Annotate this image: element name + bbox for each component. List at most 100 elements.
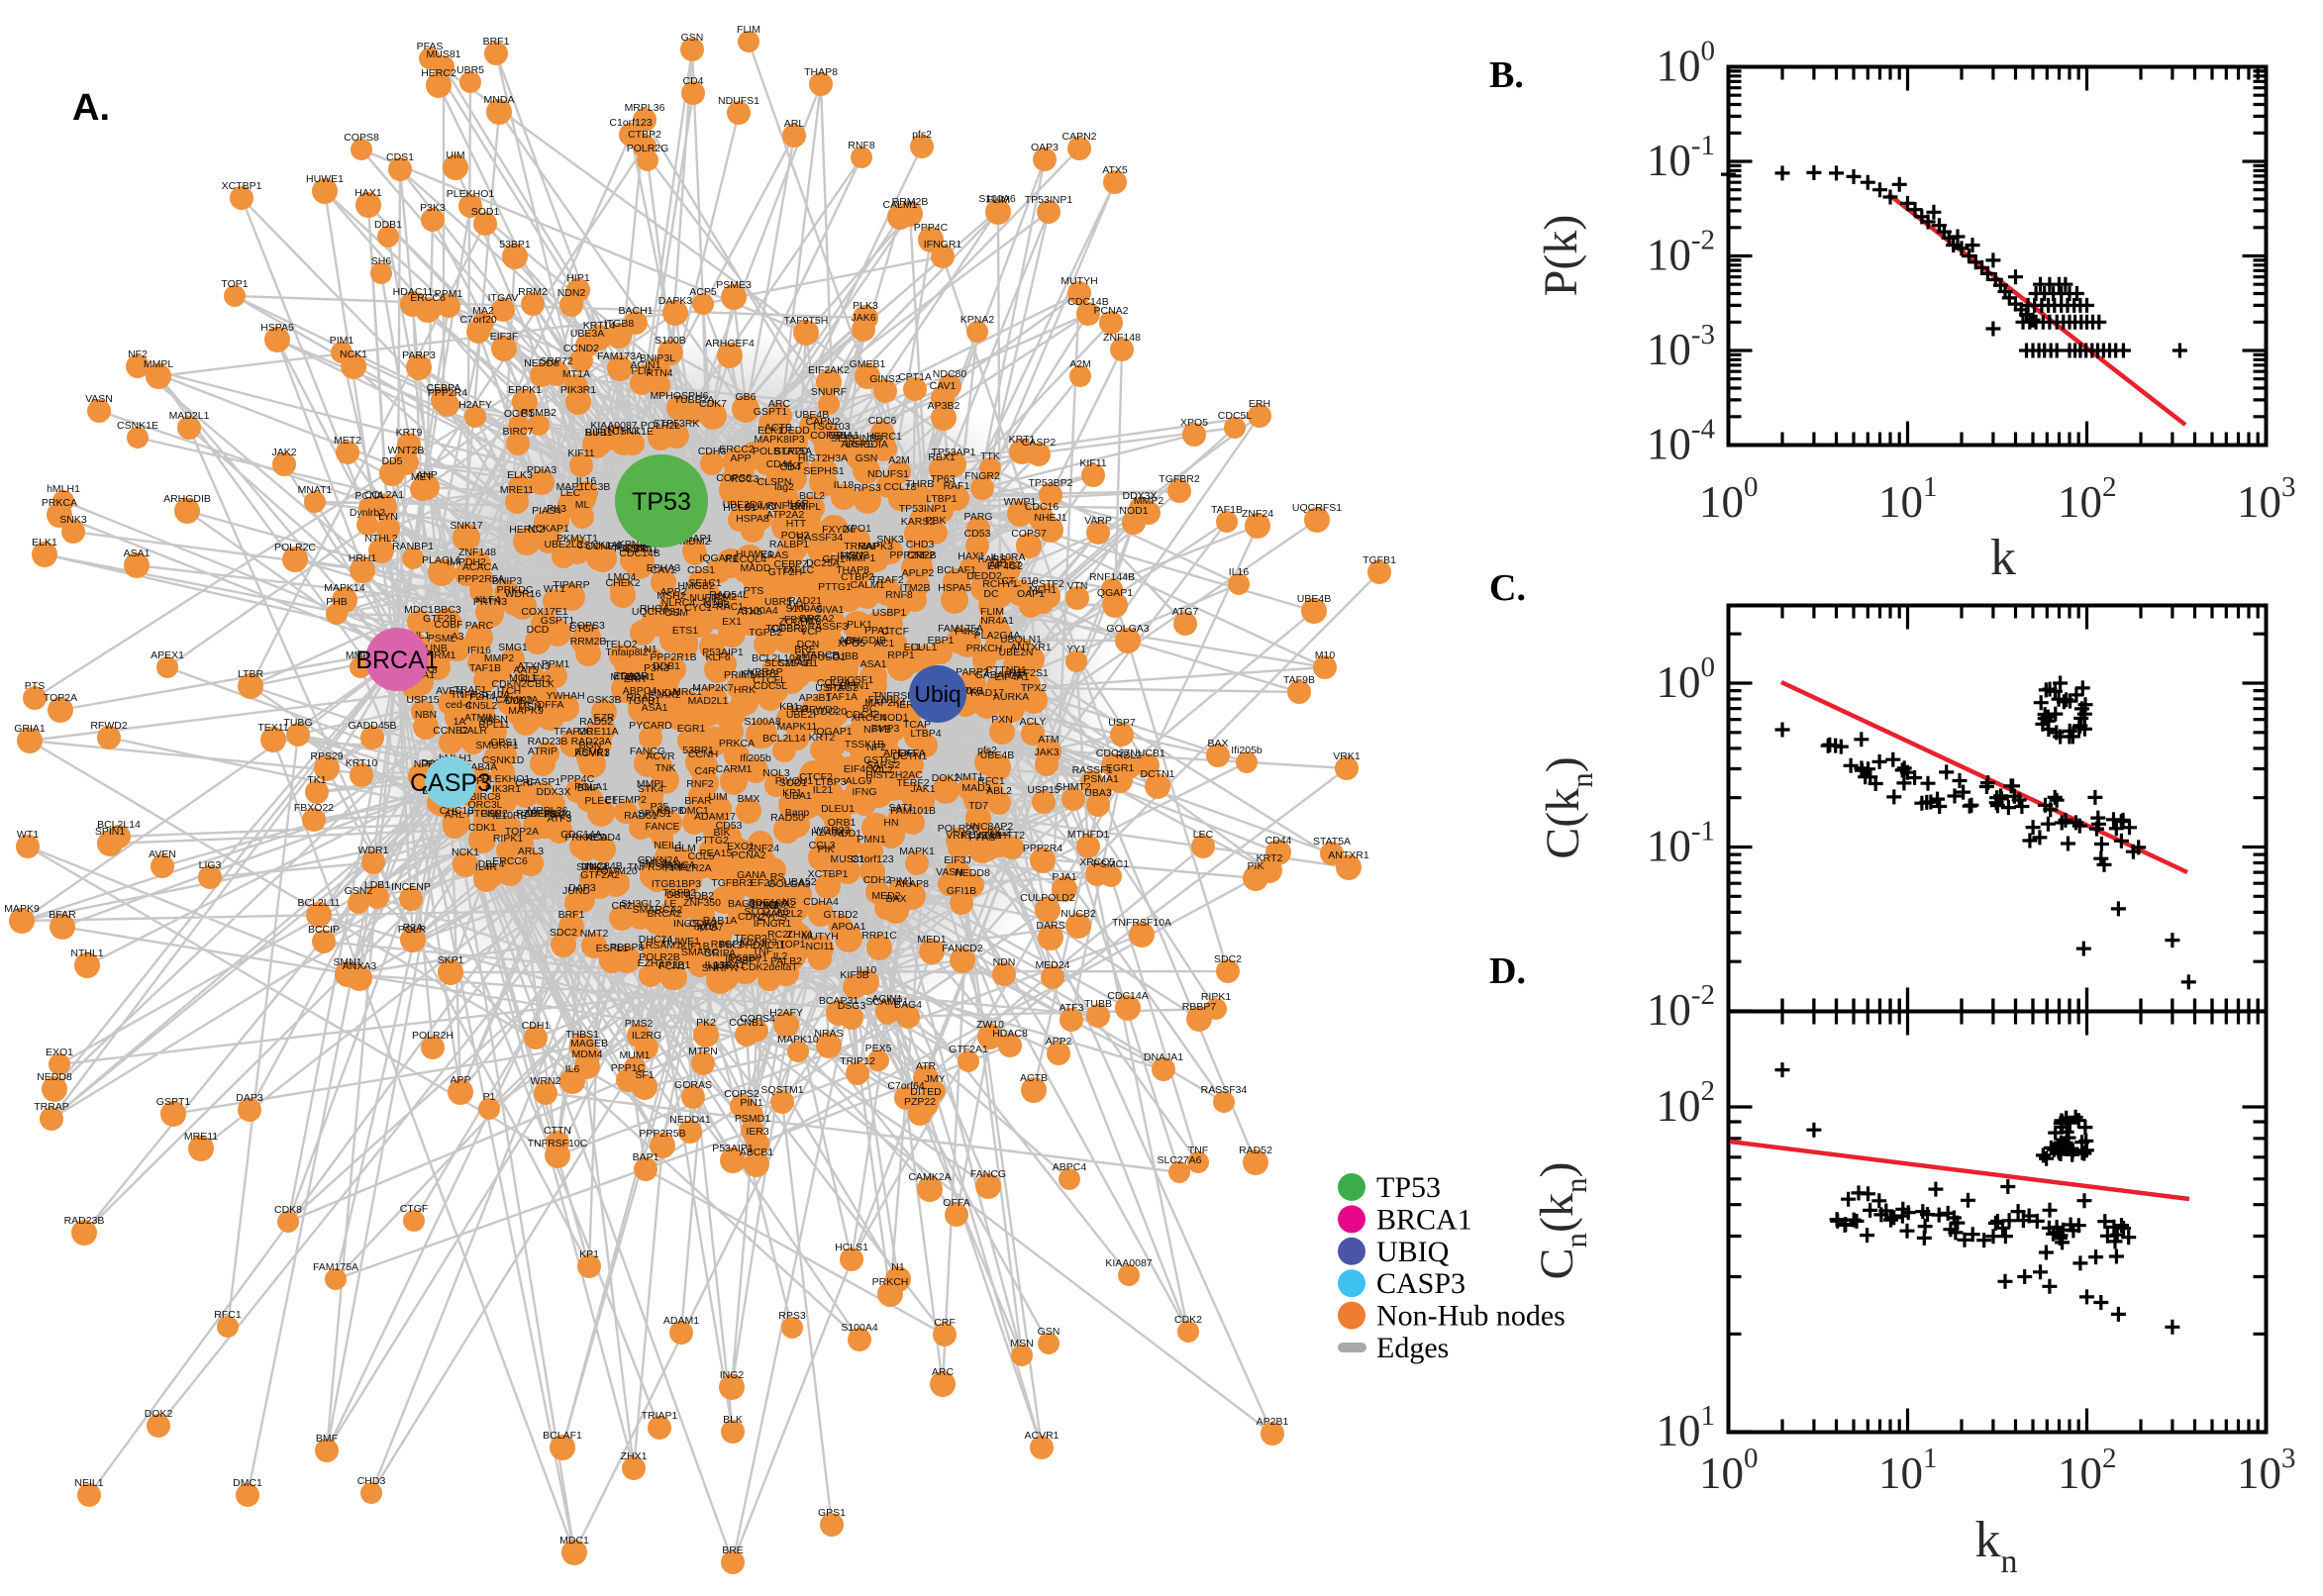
- svg-text:GB6: GB6: [735, 391, 756, 403]
- svg-text:LTBR: LTBR: [238, 668, 263, 680]
- svg-text:PIM1: PIM1: [330, 335, 354, 347]
- svg-text:AVEN: AVEN: [149, 848, 176, 860]
- svg-text:ARHGEF4: ARHGEF4: [705, 338, 755, 349]
- svg-text:GRIA1: GRIA1: [14, 723, 46, 735]
- svg-text:EIF4A1: EIF4A1: [994, 671, 1029, 683]
- svg-text:COPS6: COPS6: [716, 472, 752, 484]
- svg-text:RAC1: RAC1: [716, 601, 744, 613]
- svg-text:KPNA2: KPNA2: [960, 314, 995, 326]
- svg-text:NEIL1: NEIL1: [74, 1477, 103, 1489]
- svg-text:JAK6: JAK6: [851, 312, 875, 324]
- svg-text:ACACA: ACACA: [462, 561, 498, 573]
- svg-text:MMP2: MMP2: [484, 652, 514, 664]
- svg-text:IFNGR1: IFNGR1: [924, 239, 962, 250]
- svg-text:RPL11: RPL11: [478, 719, 509, 731]
- svg-text:ARC: ARC: [768, 398, 791, 410]
- svg-text:NHEJ1: NHEJ1: [1034, 512, 1066, 524]
- svg-text:POLR2G: POLR2G: [938, 823, 980, 835]
- svg-text:BGN: BGN: [579, 740, 602, 751]
- svg-text:TP53INP1: TP53INP1: [899, 503, 948, 515]
- svg-text:YWHAH: YWHAH: [546, 690, 584, 702]
- svg-text:PCYT1A: PCYT1A: [961, 830, 1002, 842]
- svg-text:B.: B.: [1489, 54, 1524, 96]
- svg-text:CDC14A: CDC14A: [1107, 990, 1148, 1002]
- svg-text:Non-Hub nodes: Non-Hub nodes: [1376, 1300, 1566, 1333]
- svg-text:VTN: VTN: [1067, 580, 1088, 592]
- svg-text:NCK1: NCK1: [340, 349, 367, 360]
- svg-text:CSNK1E: CSNK1E: [117, 420, 158, 432]
- svg-text:UBR5: UBR5: [456, 64, 484, 76]
- svg-text:ZHX1: ZHX1: [787, 929, 814, 941]
- svg-text:PRKCA: PRKCA: [42, 497, 77, 509]
- svg-text:MAD2L1: MAD2L1: [169, 410, 210, 422]
- svg-text:KP1: KP1: [579, 1248, 599, 1260]
- svg-text:ARL: ARL: [445, 809, 465, 821]
- svg-text:ACLY: ACLY: [1020, 716, 1047, 728]
- svg-text:MADD: MADD: [741, 562, 771, 574]
- svg-text:IL16: IL16: [1229, 566, 1250, 578]
- svg-text:EF2A: EF2A: [751, 877, 776, 889]
- svg-text:DEDD2: DEDD2: [966, 570, 1002, 582]
- svg-text:DMC1: DMC1: [679, 805, 709, 817]
- svg-text:TK1: TK1: [307, 774, 326, 786]
- svg-text:H2AFX: H2AFX: [811, 827, 845, 839]
- svg-text:CDH2: CDH2: [863, 874, 892, 886]
- svg-text:HCLS1: HCLS1: [723, 502, 757, 514]
- svg-text:UBE2N: UBE2N: [998, 647, 1033, 658]
- svg-text:ZNF24: ZNF24: [748, 843, 779, 854]
- svg-text:CYC1: CYC1: [684, 602, 712, 614]
- svg-text:CDC5L: CDC5L: [1218, 410, 1253, 422]
- svg-text:PRIM1: PRIM1: [724, 669, 756, 681]
- svg-text:Banp: Banp: [785, 807, 810, 819]
- svg-text:PSMD1: PSMD1: [735, 1113, 770, 1125]
- svg-text:TAF1B: TAF1B: [1211, 504, 1243, 516]
- svg-text:SOD1: SOD1: [471, 206, 500, 218]
- svg-text:N1: N1: [891, 1261, 905, 1273]
- svg-text:EIF3J: EIF3J: [944, 854, 970, 866]
- svg-text:STAT5A: STAT5A: [774, 446, 812, 457]
- svg-text:PPP2R4: PPP2R4: [428, 387, 467, 399]
- svg-text:ATF3: ATF3: [548, 813, 572, 825]
- svg-text:CALM1: CALM1: [850, 579, 884, 591]
- svg-text:INCENP: INCENP: [391, 881, 431, 893]
- svg-text:ABPC4: ABPC4: [623, 685, 657, 697]
- svg-text:XPO5: XPO5: [1180, 417, 1208, 429]
- svg-text:CDC14B: CDC14B: [619, 548, 659, 559]
- svg-text:CDC5L: CDC5L: [754, 680, 788, 692]
- svg-text:KIAA0087: KIAA0087: [590, 420, 637, 432]
- svg-text:AAT5: AAT5: [513, 664, 539, 676]
- svg-text:C.: C.: [1489, 567, 1526, 609]
- svg-text:EPPK1: EPPK1: [508, 384, 542, 396]
- svg-text:CSTF2: CSTF2: [1031, 578, 1063, 590]
- svg-text:NDN: NDN: [993, 956, 1016, 968]
- svg-text:MAPK10: MAPK10: [777, 1034, 819, 1046]
- svg-text:TNF: TNF: [753, 946, 772, 957]
- svg-text:PSME3: PSME3: [574, 747, 610, 758]
- svg-text:DCTN1: DCTN1: [1140, 768, 1174, 780]
- svg-text:TAF9T5H: TAF9T5H: [784, 315, 829, 327]
- svg-text:OAP3: OAP3: [1031, 142, 1059, 153]
- svg-text:RRM2B: RRM2B: [570, 636, 607, 648]
- svg-text:EXO1: EXO1: [46, 1047, 73, 1058]
- svg-text:S100A4: S100A4: [741, 605, 778, 617]
- svg-text:CHD3: CHD3: [906, 539, 935, 550]
- svg-text:KIF11: KIF11: [1079, 457, 1106, 469]
- svg-text:ACVR: ACVR: [646, 750, 675, 762]
- svg-text:JAK2: JAK2: [656, 689, 680, 701]
- svg-text:VRK1: VRK1: [946, 830, 973, 842]
- svg-text:PIM1: PIM1: [889, 875, 914, 887]
- svg-text:UQCRFS1: UQCRFS1: [632, 606, 681, 618]
- svg-text:TOP1: TOP1: [778, 939, 805, 950]
- svg-text:CDC6: CDC6: [868, 415, 897, 427]
- svg-text:TNK: TNK: [656, 762, 676, 774]
- svg-text:ITM2B: ITM2B: [900, 582, 931, 594]
- svg-text:IL4R: IL4R: [475, 861, 498, 873]
- svg-text:RNF2: RNF2: [686, 778, 714, 790]
- svg-text:NEIL1: NEIL1: [654, 840, 682, 851]
- svg-text:CDC20: CDC20: [813, 706, 848, 718]
- svg-text:TGFB1: TGFB1: [627, 695, 660, 707]
- svg-text:APEX1: APEX1: [151, 649, 184, 661]
- svg-text:SNK3: SNK3: [59, 514, 87, 526]
- svg-text:CAV2: CAV2: [651, 564, 677, 576]
- svg-text:POLB: POLB: [753, 446, 780, 457]
